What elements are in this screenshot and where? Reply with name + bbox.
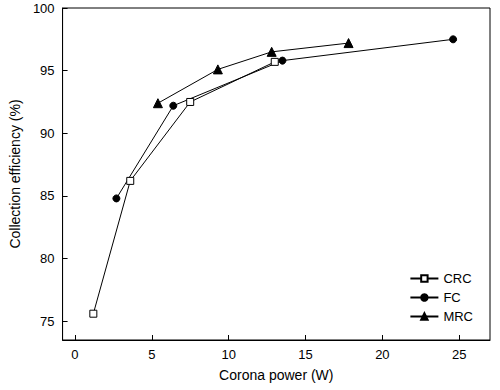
- svg-text:85: 85: [40, 188, 54, 203]
- svg-text:Corona power (W): Corona power (W): [219, 367, 333, 383]
- svg-text:CRC: CRC: [443, 271, 471, 286]
- svg-text:5: 5: [148, 347, 155, 362]
- svg-text:80: 80: [40, 251, 54, 266]
- svg-text:FC: FC: [443, 290, 460, 305]
- svg-text:20: 20: [375, 347, 389, 362]
- svg-text:0: 0: [71, 347, 78, 362]
- svg-text:10: 10: [221, 347, 235, 362]
- svg-text:Collection efficiency (%): Collection efficiency (%): [7, 99, 23, 248]
- svg-text:15: 15: [298, 347, 312, 362]
- svg-text:90: 90: [40, 126, 54, 141]
- svg-text:MRC: MRC: [443, 309, 473, 324]
- svg-text:75: 75: [40, 314, 54, 329]
- svg-text:25: 25: [452, 347, 466, 362]
- svg-text:100: 100: [33, 1, 55, 16]
- svg-text:95: 95: [40, 63, 54, 78]
